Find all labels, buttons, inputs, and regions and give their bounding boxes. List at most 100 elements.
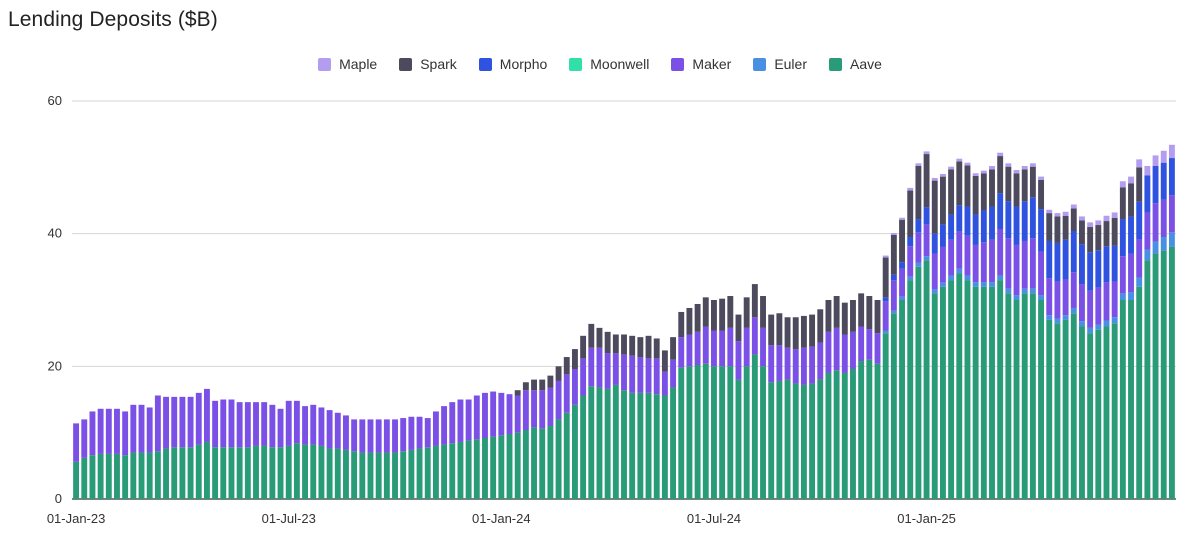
bar-segment-maker — [114, 408, 120, 454]
bar-segment-euler — [1005, 288, 1012, 294]
bar-segment-maker — [424, 418, 431, 448]
bar-segment-maker — [637, 357, 644, 393]
bar-segment-maker — [653, 358, 660, 395]
bar-segment-euler — [882, 330, 889, 334]
bar-segment-maker — [817, 342, 824, 380]
bar-segment-spark — [997, 156, 1004, 194]
bar-segment-euler — [1054, 318, 1061, 324]
bar-segment-aave — [571, 404, 578, 499]
bar-segment-spark — [817, 309, 824, 343]
bar-segment-aave — [351, 451, 358, 499]
bar-segment-aave — [1087, 333, 1094, 499]
bar-segment-maker — [359, 419, 366, 453]
bar-segment-aave — [383, 452, 390, 499]
x-tick-label: 01-Jul-24 — [687, 511, 741, 526]
bar-segment-aave — [711, 366, 717, 499]
bar-segment-spark — [800, 315, 807, 348]
bar-segment-aave — [416, 448, 423, 499]
bar-segment-maker — [964, 235, 971, 276]
bar-segment-morpho — [964, 206, 971, 236]
y-tick-label: 20 — [48, 358, 62, 373]
bar-segment-spark — [596, 327, 603, 348]
bar-segment-maker — [539, 390, 546, 429]
bar-segment-aave — [948, 280, 955, 499]
bar-segment-aave — [441, 444, 448, 499]
bar-segment-spark — [923, 154, 930, 208]
bar-segment-spark — [1070, 208, 1077, 232]
bar-segment-spark — [760, 296, 766, 328]
bar-segment-aave — [612, 384, 619, 499]
bar-segment-aave — [653, 394, 660, 499]
bar-segment-spark — [547, 375, 554, 388]
bar-segment-maker — [776, 345, 783, 381]
bar-segment-aave — [1046, 319, 1053, 499]
bar-segment-spark — [661, 350, 668, 372]
bar-segment-maker — [400, 418, 407, 452]
bar-segment-maker — [547, 387, 554, 427]
bar-segment-maker — [711, 330, 717, 367]
legend-swatch — [569, 57, 583, 71]
bar-segment-maker — [604, 353, 611, 389]
bar-segment-maker — [890, 280, 897, 311]
bar-segment-maker — [212, 400, 219, 448]
legend-label: Maker — [692, 56, 732, 72]
bar-segment-morpho — [1054, 242, 1061, 282]
bar-segment-aave — [825, 372, 832, 499]
bar-segment-maker — [899, 268, 905, 297]
bar-segment-spark — [948, 169, 955, 215]
bar-segment-maple — [964, 162, 971, 166]
bar-segment-spark — [604, 331, 611, 354]
bar-segment-maple — [907, 187, 914, 191]
bar-segment-morpho — [989, 206, 995, 240]
bar-segment-aave — [163, 448, 169, 499]
bar-segment-aave — [776, 380, 783, 499]
bar-segment-maker — [833, 327, 840, 371]
bar-segment-maker — [596, 347, 603, 388]
bar-segment-maple — [1070, 204, 1077, 209]
bar-segment-aave — [146, 452, 153, 499]
bar-segment-aave — [580, 395, 587, 499]
bar-segment-maker — [1005, 238, 1012, 289]
bar-segment-spark — [580, 335, 587, 359]
bar-segment-maker — [465, 399, 472, 441]
bar-segment-euler — [899, 296, 905, 300]
bar-segment-aave — [760, 366, 766, 499]
bar-segment-maker — [490, 391, 497, 437]
bar-segment-maple — [1062, 211, 1069, 216]
bar-segment-aave — [743, 366, 750, 499]
x-tick-label: 01-Jan-25 — [897, 511, 956, 526]
bar-segment-spark — [776, 313, 783, 346]
bar-segment-aave — [285, 445, 292, 499]
bar-segment-spark — [825, 300, 832, 332]
bar-segment-aave — [800, 384, 807, 499]
bar-segment-maker — [1029, 238, 1036, 289]
bar-segment-aave — [1160, 250, 1167, 499]
bar-segment-maple — [882, 255, 889, 258]
bar-segment-maker — [163, 396, 169, 449]
bar-segment-maker — [1046, 278, 1053, 316]
bar-segment-maker — [138, 404, 145, 453]
bar-segment-maker — [743, 327, 750, 367]
bar-segment-aave — [1038, 300, 1045, 499]
bar-segment-maple — [1152, 155, 1159, 166]
bar-segment-aave — [244, 447, 251, 499]
bar-segment-maker — [89, 411, 96, 456]
bar-segment-morpho — [1136, 201, 1143, 239]
bar-segment-maple — [1046, 209, 1053, 214]
bar-segment-aave — [424, 447, 431, 499]
bar-segment-maker — [236, 402, 243, 448]
bar-segment-aave — [858, 361, 865, 499]
bar-segment-spark — [931, 180, 938, 234]
bar-segment-maple — [1128, 176, 1134, 184]
bar-segment-aave — [539, 428, 546, 499]
bar-segment-aave — [1021, 293, 1028, 499]
bar-segment-euler — [1087, 327, 1094, 334]
bar-segment-maker — [621, 354, 627, 391]
bar-segment-maker — [931, 253, 938, 290]
legend-swatch — [318, 57, 332, 71]
bar-segment-aave — [514, 432, 521, 499]
bar-segment-morpho — [1095, 250, 1102, 288]
bar-segment-maker — [310, 404, 317, 445]
bar-segment-maple — [1095, 220, 1102, 226]
